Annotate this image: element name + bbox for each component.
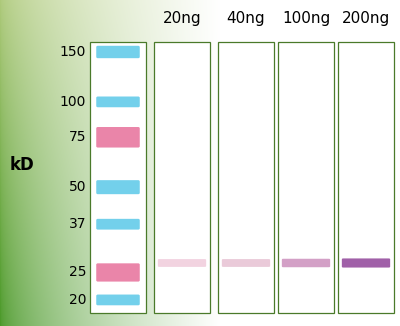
Text: 20ng: 20ng xyxy=(163,11,201,26)
Text: 200ng: 200ng xyxy=(342,11,390,26)
FancyBboxPatch shape xyxy=(158,259,206,267)
Text: 40ng: 40ng xyxy=(227,11,265,26)
Text: 150: 150 xyxy=(60,45,86,59)
Bar xyxy=(278,42,334,313)
Text: 75: 75 xyxy=(68,130,86,144)
Text: kD: kD xyxy=(10,156,34,174)
Text: 37: 37 xyxy=(68,217,86,231)
Text: 50: 50 xyxy=(68,180,86,194)
Text: 100ng: 100ng xyxy=(282,11,330,26)
Bar xyxy=(154,42,210,313)
Text: 25: 25 xyxy=(68,265,86,279)
FancyBboxPatch shape xyxy=(222,259,270,267)
FancyBboxPatch shape xyxy=(342,259,390,268)
FancyBboxPatch shape xyxy=(96,46,140,58)
FancyBboxPatch shape xyxy=(96,127,140,148)
Bar xyxy=(338,42,394,313)
FancyBboxPatch shape xyxy=(282,259,330,267)
FancyBboxPatch shape xyxy=(96,294,140,305)
FancyBboxPatch shape xyxy=(96,96,140,107)
FancyBboxPatch shape xyxy=(96,263,140,282)
Bar xyxy=(90,42,146,313)
FancyBboxPatch shape xyxy=(96,219,140,230)
Bar xyxy=(218,42,274,313)
Text: 20: 20 xyxy=(68,293,86,307)
FancyBboxPatch shape xyxy=(96,180,140,194)
Text: 100: 100 xyxy=(60,95,86,109)
